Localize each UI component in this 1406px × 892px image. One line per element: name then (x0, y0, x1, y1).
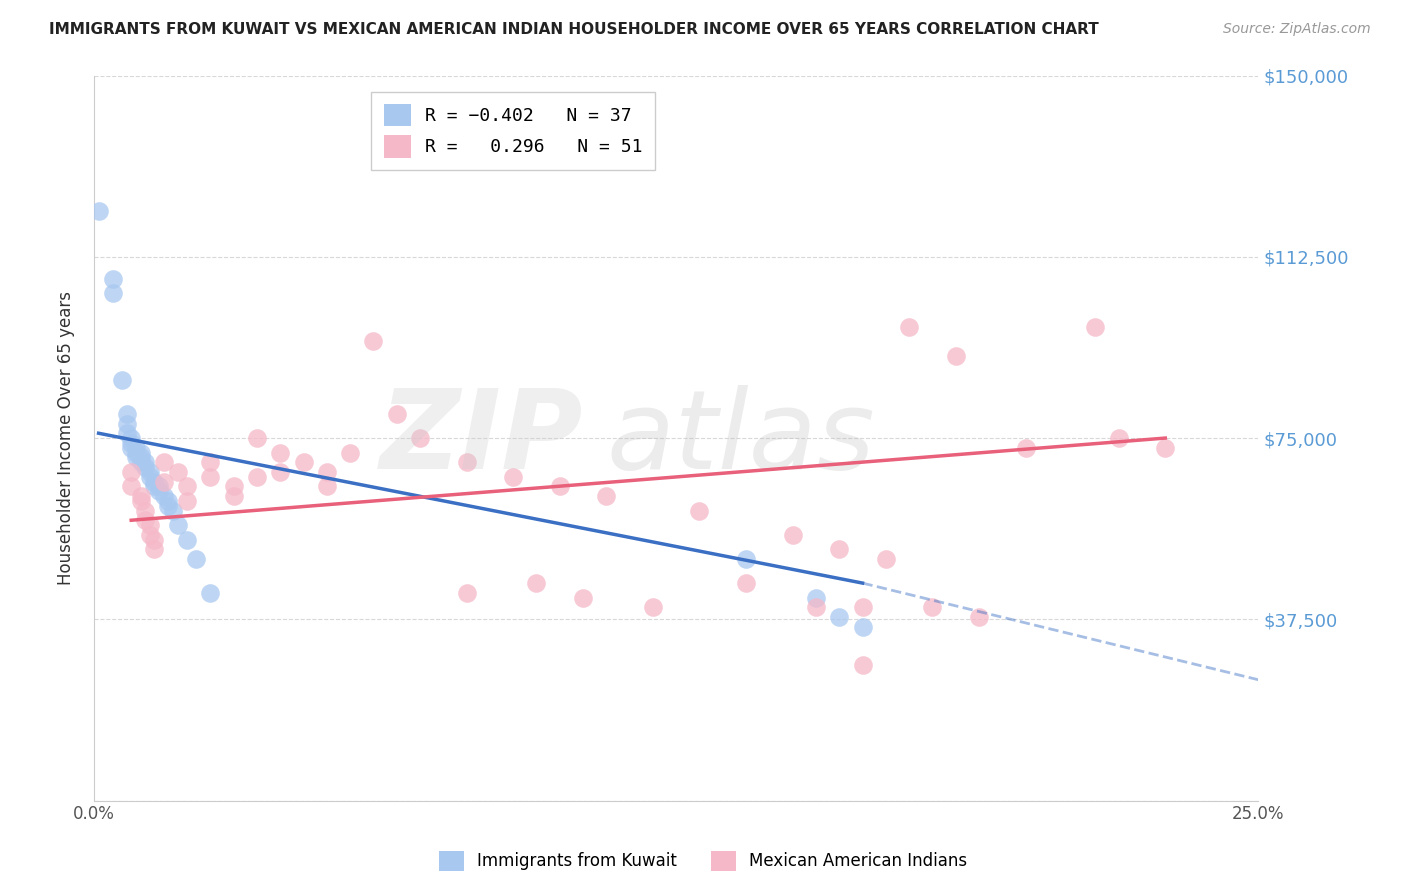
Point (363, 334, 385, 349)
Y-axis label: Householder Income Over 65 years: Householder Income Over 65 years (58, 291, 75, 585)
Point (115, 417, 138, 431)
Legend: Immigrants from Kuwait, Mexican American Indians: Immigrants from Kuwait, Mexican American… (430, 842, 976, 880)
Point (101, 286, 124, 301)
Point (222, 479, 245, 493)
Point (143, 479, 166, 493)
Point (139, 518, 162, 533)
Point (641, 600, 664, 615)
Point (153, 489, 176, 503)
Point (875, 552, 897, 566)
Point (139, 465, 162, 479)
Point (176, 479, 198, 493)
Point (200, 469, 222, 483)
Point (176, 533, 198, 547)
Point (139, 527, 162, 541)
Point (851, 600, 873, 615)
Point (409, 431, 432, 445)
Point (143, 542, 166, 557)
Point (111, 373, 134, 387)
Point (176, 494, 198, 508)
Point (115, 426, 138, 441)
Point (129, 450, 152, 465)
Point (246, 431, 269, 445)
Point (125, 441, 148, 455)
Point (134, 455, 156, 469)
Point (804, 591, 827, 605)
Point (143, 533, 166, 547)
Point (166, 465, 188, 479)
Point (246, 469, 269, 483)
Point (548, 479, 571, 493)
Point (153, 475, 176, 489)
Point (200, 586, 222, 600)
Point (385, 407, 408, 421)
Point (166, 518, 188, 533)
Point (129, 455, 152, 469)
Point (139, 469, 162, 483)
Point (315, 465, 337, 479)
Point (120, 436, 142, 450)
Point (1154, 441, 1177, 455)
Point (125, 445, 148, 459)
Point (186, 552, 208, 566)
Point (1014, 441, 1036, 455)
Text: ZIP: ZIP (380, 384, 583, 491)
Point (851, 619, 873, 633)
Point (125, 450, 148, 465)
Point (315, 479, 337, 493)
Point (120, 441, 142, 455)
Point (269, 465, 291, 479)
Point (851, 658, 873, 673)
Point (828, 542, 851, 557)
Point (120, 479, 142, 493)
Point (134, 503, 156, 517)
Point (292, 455, 315, 469)
Point (87, 203, 110, 218)
Point (782, 527, 804, 541)
Point (456, 586, 478, 600)
Point (945, 349, 967, 363)
Point (129, 445, 152, 459)
Point (572, 591, 595, 605)
Point (1084, 319, 1107, 334)
Point (157, 499, 180, 513)
Legend: R = −0.402   N = 37, R =   0.296   N = 51: R = −0.402 N = 37, R = 0.296 N = 51 (371, 92, 655, 170)
Point (222, 489, 245, 503)
Text: Source: ZipAtlas.com: Source: ZipAtlas.com (1223, 22, 1371, 37)
Point (143, 475, 166, 489)
Point (339, 445, 361, 459)
Point (689, 503, 711, 517)
Point (502, 469, 524, 483)
Text: atlas: atlas (606, 384, 875, 491)
Point (456, 455, 478, 469)
Point (120, 465, 142, 479)
Point (115, 407, 138, 421)
Text: IMMIGRANTS FROM KUWAIT VS MEXICAN AMERICAN INDIAN HOUSEHOLDER INCOME OVER 65 YEA: IMMIGRANTS FROM KUWAIT VS MEXICAN AMERIC… (49, 22, 1099, 37)
Point (162, 503, 184, 517)
Point (967, 610, 990, 624)
Point (921, 600, 943, 615)
Point (148, 479, 170, 493)
Point (269, 445, 291, 459)
Point (735, 576, 758, 591)
Point (595, 489, 617, 503)
Point (898, 319, 921, 334)
Point (200, 455, 222, 469)
Point (1108, 431, 1130, 445)
Point (153, 455, 176, 469)
Point (120, 431, 142, 445)
Point (526, 576, 548, 591)
Point (129, 494, 152, 508)
Point (129, 489, 152, 503)
Point (157, 494, 180, 508)
Point (804, 600, 827, 615)
Point (134, 513, 156, 527)
Point (134, 460, 156, 475)
Point (101, 271, 124, 285)
Point (148, 484, 170, 499)
Point (735, 552, 758, 566)
Point (828, 610, 851, 624)
